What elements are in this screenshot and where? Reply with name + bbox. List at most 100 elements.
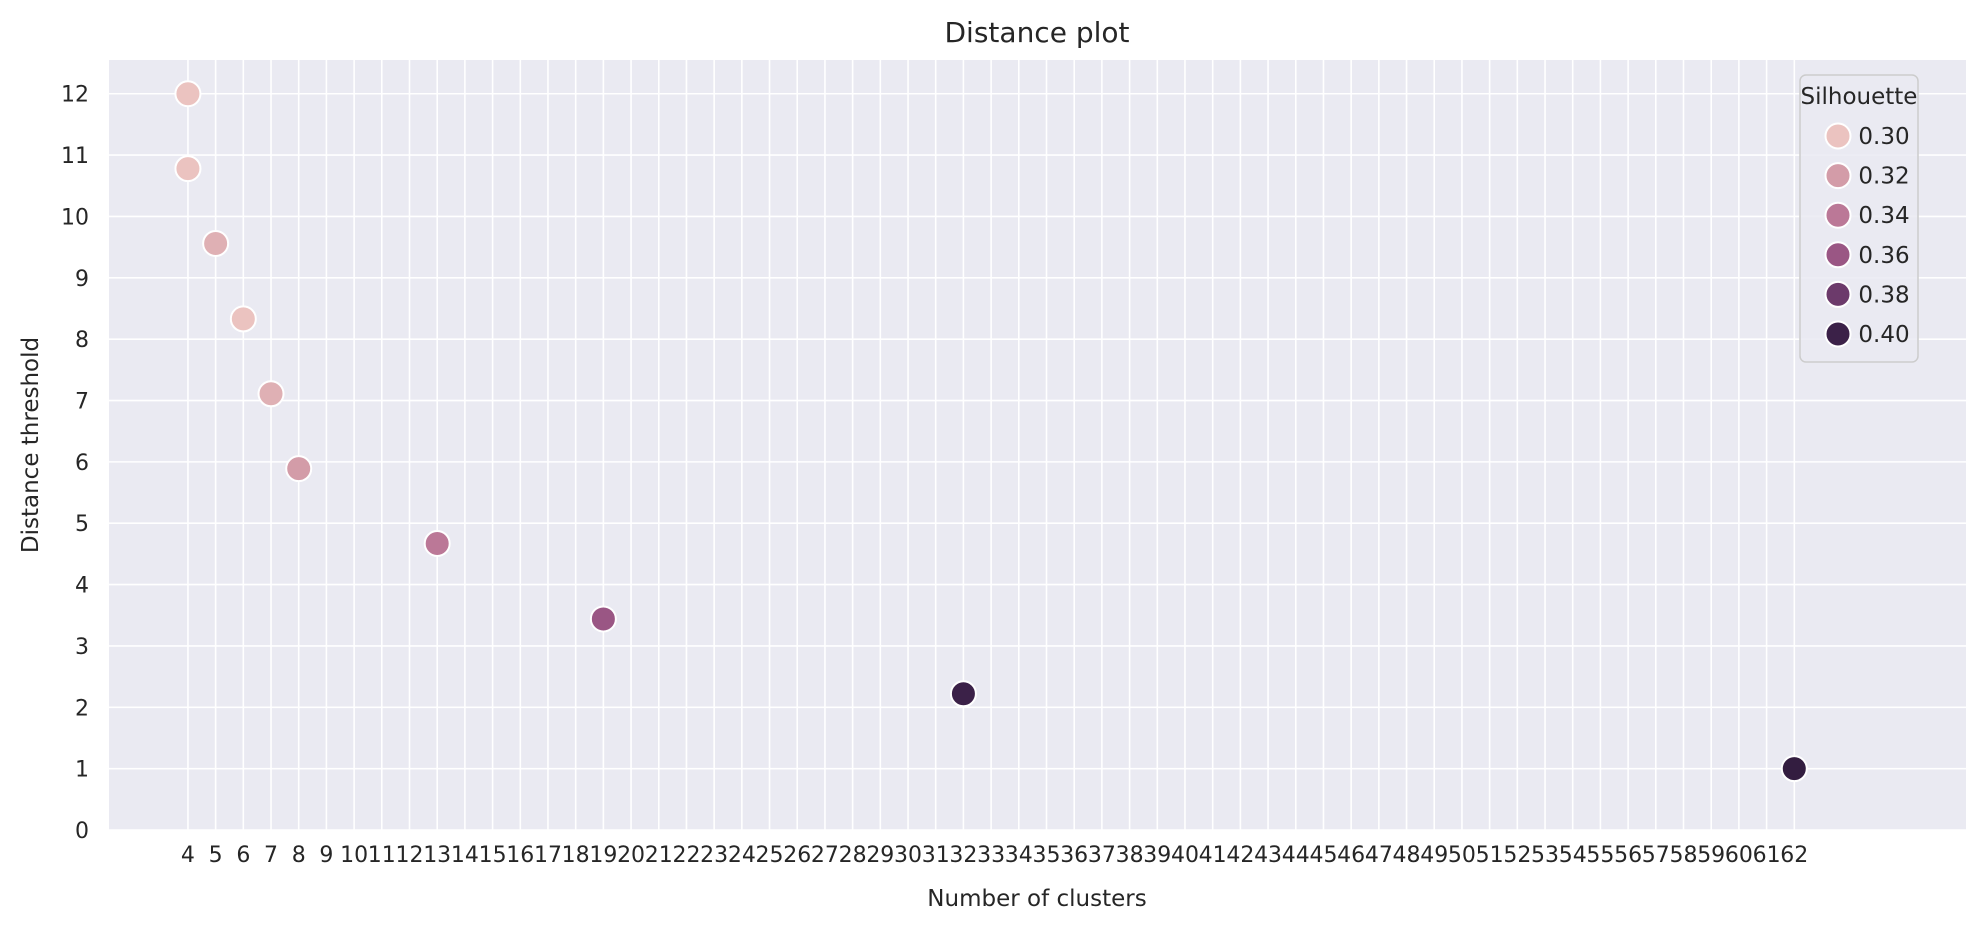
data-points: [174, 80, 1808, 783]
x-tick-label: 53: [1531, 843, 1559, 868]
x-tick-label: 43: [1254, 843, 1282, 868]
legend-label: 0.38: [1858, 282, 1909, 308]
scatter-point: [1780, 755, 1808, 783]
legend-label: 0.36: [1858, 243, 1909, 269]
x-tick-label: 54: [1559, 843, 1587, 868]
x-tick-label: 23: [700, 843, 728, 868]
y-tick-label: 4: [75, 574, 89, 599]
x-tick-labels: 4 5 6 7 8 9 10 11 12 13 14 15 16 17 18 19 20 21 22 23 24 25 26…: [181, 843, 1808, 868]
x-tick-label: 18: [562, 843, 590, 868]
x-tick-label: 35: [1033, 843, 1061, 868]
x-tick-label: 34: [1005, 843, 1033, 868]
x-tick-label: 45: [1309, 843, 1337, 868]
x-tick-label: 44: [1282, 843, 1310, 868]
y-grid: [109, 92, 1966, 831]
scatter-point: [229, 305, 257, 333]
legend-marker: [1824, 320, 1852, 348]
x-tick-label: 39: [1143, 843, 1171, 868]
y-tick-label: 3: [75, 635, 89, 660]
y-tick-label: 10: [61, 205, 89, 230]
x-tick-label: 37: [1088, 843, 1116, 868]
x-tick-label: 50: [1448, 843, 1476, 868]
legend-marker: [1824, 201, 1852, 229]
x-tick-label: 51: [1476, 843, 1504, 868]
x-tick-label: 4: [181, 843, 195, 868]
x-tick-label: 30: [894, 843, 922, 868]
legend-entries: 0.30 0.32 0.34 0.36 0.38 0.40: [1824, 122, 1910, 348]
x-tick-label: 22: [672, 843, 700, 868]
scatter-point: [589, 605, 617, 633]
x-tick-label: 29: [866, 843, 894, 868]
x-tick-label: 28: [839, 843, 867, 868]
x-tick-label: 15: [479, 843, 507, 868]
x-tick-label: 21: [645, 843, 673, 868]
y-tick-label: 1: [75, 758, 89, 783]
x-tick-label: 52: [1503, 843, 1531, 868]
x-tick-label: 57: [1642, 843, 1670, 868]
x-tick-label: 58: [1670, 843, 1698, 868]
x-tick-label: 19: [589, 843, 617, 868]
x-tick-label: 40: [1171, 843, 1199, 868]
x-tick-label: 26: [783, 843, 811, 868]
scatter-point: [423, 529, 451, 557]
y-tick-label: 8: [75, 328, 89, 353]
x-tick-label: 27: [811, 843, 839, 868]
y-tick-label: 6: [75, 451, 89, 476]
scatter-point: [174, 155, 202, 183]
x-tick-label: 36: [1060, 843, 1088, 868]
x-tick-label: 61: [1753, 843, 1781, 868]
x-tick-label: 25: [756, 843, 784, 868]
y-tick-label: 0: [75, 819, 89, 844]
x-tick-label: 16: [506, 843, 534, 868]
y-tick-label: 2: [75, 696, 89, 721]
x-tick-label: 49: [1420, 843, 1448, 868]
scatter-point: [285, 455, 313, 483]
x-axis-label: Number of clusters: [927, 886, 1146, 912]
scatter-point: [174, 80, 202, 108]
legend-marker: [1824, 241, 1852, 269]
x-tick-label: 7: [264, 843, 278, 868]
x-tick-label: 33: [977, 843, 1005, 868]
x-tick-label: 48: [1393, 843, 1421, 868]
legend-title: Silhouette: [1801, 84, 1918, 110]
x-tick-label: 32: [949, 843, 977, 868]
x-tick-label: 11: [368, 843, 396, 868]
y-tick-label: 5: [75, 512, 89, 537]
x-tick-label: 62: [1780, 843, 1808, 868]
x-tick-label: 8: [292, 843, 306, 868]
x-tick-label: 12: [395, 843, 423, 868]
x-tick-label: 9: [319, 843, 333, 868]
x-tick-label: 5: [209, 843, 223, 868]
x-tick-label: 24: [728, 843, 756, 868]
scatter-point: [202, 229, 230, 257]
x-tick-label: 42: [1226, 843, 1254, 868]
x-tick-label: 31: [922, 843, 950, 868]
scatter-point: [949, 680, 977, 708]
x-tick-label: 46: [1337, 843, 1365, 868]
legend-label: 0.30: [1858, 124, 1909, 150]
x-tick-label: 14: [451, 843, 479, 868]
legend-marker: [1824, 122, 1852, 150]
x-tick-label: 41: [1199, 843, 1227, 868]
legend-marker: [1824, 162, 1852, 190]
y-tick-label: 12: [61, 83, 89, 108]
x-tick-label: 47: [1365, 843, 1393, 868]
x-tick-label: 38: [1116, 843, 1144, 868]
x-tick-label: 55: [1586, 843, 1614, 868]
plot-area: [109, 60, 1966, 830]
y-axis-label: Distance threshold: [18, 337, 44, 553]
y-tick-label: 11: [61, 144, 89, 169]
x-grid: [187, 60, 1796, 830]
x-tick-label: 20: [617, 843, 645, 868]
legend-label: 0.34: [1858, 203, 1909, 229]
legend-label: 0.40: [1858, 322, 1909, 348]
x-tick-label: 13: [423, 843, 451, 868]
y-tick-label: 7: [75, 390, 89, 415]
x-tick-label: 59: [1697, 843, 1725, 868]
x-tick-label: 6: [236, 843, 250, 868]
scatter-point: [257, 380, 285, 408]
x-tick-label: 60: [1725, 843, 1753, 868]
legend-marker: [1824, 280, 1852, 308]
